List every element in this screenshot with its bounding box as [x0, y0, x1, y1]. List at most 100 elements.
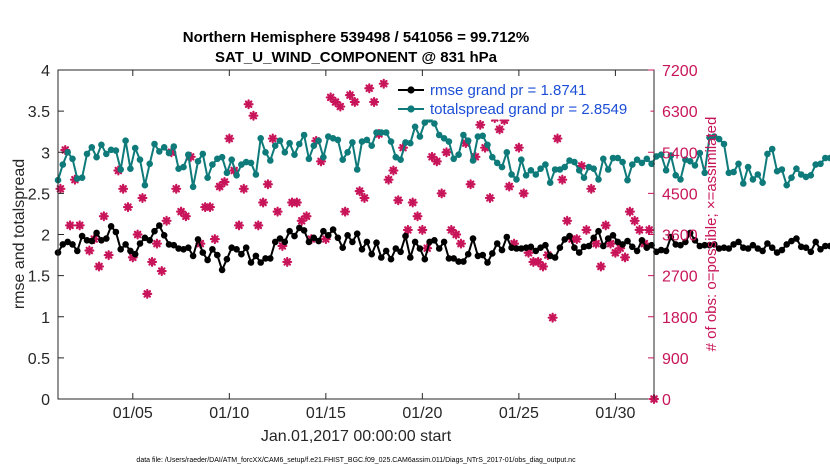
- obs-count-marker: [335, 101, 346, 112]
- obs-count-marker: [455, 238, 466, 249]
- obs-marker-stroke: [587, 185, 596, 193]
- obs-marker-stroke: [66, 221, 74, 230]
- obs-count-marker: [224, 133, 235, 144]
- totalspread-point: [98, 141, 105, 149]
- rmse-point: [344, 232, 351, 239]
- rmse-point: [460, 258, 467, 265]
- totalspread-point: [624, 176, 631, 184]
- totalspread-point: [720, 140, 728, 148]
- totalspread-point: [305, 155, 313, 163]
- obs-count-marker: [451, 229, 462, 240]
- legend: rmse grand pr = 1.8741 totalspread grand…: [392, 76, 651, 120]
- rmse-point: [455, 258, 462, 265]
- totalspread-point: [657, 151, 665, 158]
- x-tick-label: 01/30: [595, 405, 635, 422]
- totalspread-point: [440, 135, 448, 142]
- rmse-point: [88, 237, 96, 245]
- rmse-point: [682, 238, 689, 246]
- obs-marker-stroke: [104, 251, 113, 259]
- totalspread-point: [537, 165, 544, 172]
- totalspread-point: [353, 166, 361, 173]
- totalspread-point: [276, 137, 284, 144]
- rmse-point: [807, 248, 815, 256]
- rmse-point: [257, 259, 265, 266]
- y-axis-label-right: # of obs: o=possible; ×=assimilated: [703, 117, 720, 352]
- obs-marker-stroke: [220, 178, 229, 186]
- totalspread-point: [257, 135, 265, 142]
- obs-marker-stroke: [601, 221, 610, 230]
- obs-count-marker: [243, 99, 254, 110]
- rmse-point: [532, 247, 540, 255]
- legend-spread-marker: [407, 105, 415, 113]
- totalspread-point: [744, 163, 752, 171]
- totalspread-point: [455, 151, 462, 158]
- rmse-point: [793, 235, 800, 242]
- obs-marker-stroke: [370, 98, 378, 106]
- rmse-point: [561, 236, 568, 243]
- obs-count-marker: [523, 247, 534, 258]
- obs-count-marker: [344, 90, 355, 101]
- obs-count-marker: [620, 252, 631, 263]
- totalspread-point: [83, 150, 91, 158]
- rmse-point: [59, 241, 67, 248]
- obs-marker-stroke: [433, 157, 441, 166]
- rmse-point: [242, 244, 250, 251]
- y-tick-label: 1.5: [28, 269, 50, 286]
- totalspread-point: [199, 150, 207, 158]
- obs-count-marker: [291, 197, 302, 208]
- totalspread-point: [730, 168, 737, 176]
- totalspread-point: [296, 140, 303, 148]
- totalspread-point: [93, 153, 100, 161]
- obs-marker-stroke: [452, 230, 460, 239]
- totalspread-point: [151, 140, 158, 148]
- rmse-point: [122, 241, 129, 248]
- obs-count-marker: [629, 215, 640, 226]
- obs-marker-stroke: [206, 203, 214, 211]
- rmse-point: [334, 234, 342, 242]
- legend-rmse-label: rmse grand pr = 1.8741: [430, 82, 586, 99]
- obs-marker-stroke: [548, 313, 557, 322]
- obs-count-marker: [267, 133, 278, 144]
- totalspread-point: [209, 161, 216, 168]
- totalspread-point: [768, 145, 776, 153]
- totalspread-point: [131, 144, 139, 152]
- obs-marker-stroke: [235, 221, 243, 230]
- totalspread-point: [614, 154, 622, 162]
- obs-marker-stroke: [331, 98, 340, 106]
- obs-count-marker: [513, 142, 524, 153]
- obs-marker-stroke: [239, 185, 248, 193]
- rmse-point: [691, 237, 699, 244]
- rmse-point: [585, 242, 593, 250]
- rmse-point: [204, 256, 211, 264]
- y-tick-label: 3.5: [28, 104, 50, 121]
- rmse-point: [435, 245, 443, 252]
- totalspread-point: [141, 181, 149, 189]
- rmse-point: [778, 246, 786, 254]
- rmse-point: [291, 232, 298, 240]
- obs-marker-stroke: [153, 239, 161, 248]
- obs-marker-stroke: [244, 100, 253, 109]
- totalspread-point: [619, 158, 626, 166]
- totalspread-point: [464, 137, 472, 144]
- obs-marker-stroke: [182, 212, 190, 221]
- totalspread-point: [633, 156, 641, 163]
- obs-marker-stroke: [95, 262, 103, 271]
- rmse-point: [595, 227, 602, 235]
- obs-marker-stroke: [505, 182, 514, 191]
- rmse-point: [812, 238, 819, 246]
- totalspread-point: [136, 156, 144, 163]
- y-right-tick-label: 2700: [662, 269, 698, 286]
- obs-count-marker: [340, 206, 351, 217]
- totalspread-point: [701, 169, 708, 177]
- rmse-point: [194, 236, 202, 243]
- obs-count-marker: [552, 133, 563, 144]
- obs-count-marker: [369, 96, 380, 107]
- totalspread-point: [479, 132, 487, 140]
- y-right-tick-label: 3600: [662, 228, 698, 245]
- obs-count-marker: [262, 179, 273, 190]
- rmse-point: [349, 238, 356, 246]
- obs-marker-stroke: [582, 226, 591, 234]
- obs-marker-stroke: [283, 258, 292, 266]
- rmse-point: [629, 243, 636, 251]
- rmse-point: [542, 241, 549, 249]
